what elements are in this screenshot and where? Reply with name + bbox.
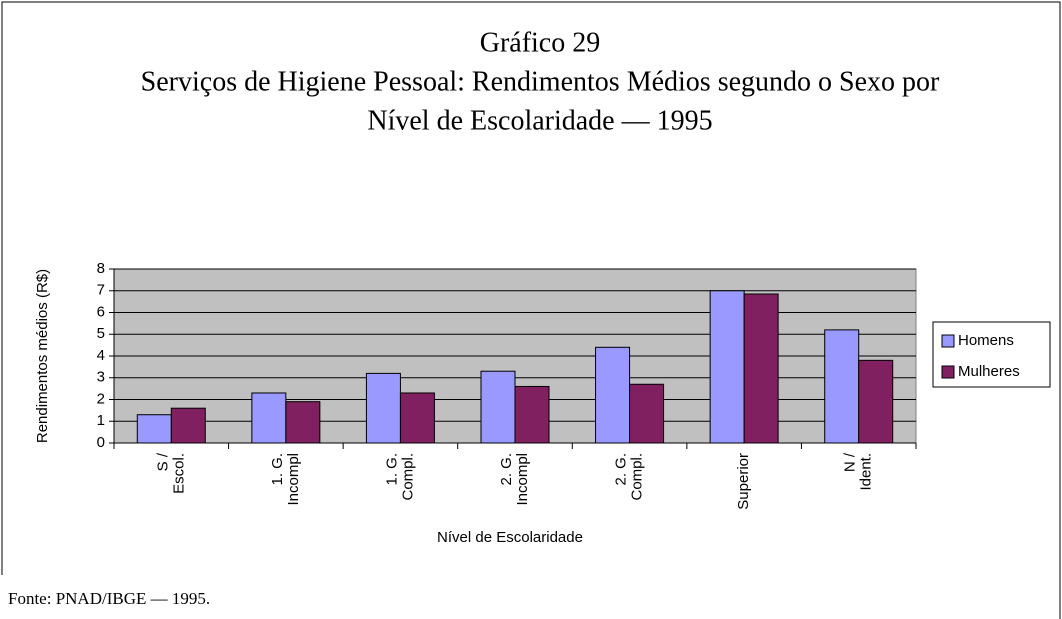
bar bbox=[595, 346, 631, 444]
bar bbox=[629, 383, 665, 444]
y-tick-label: 1 bbox=[97, 412, 105, 429]
x-tick-label: Ident. bbox=[858, 453, 875, 491]
bar bbox=[824, 329, 860, 444]
x-tick-label: Compl. bbox=[399, 453, 416, 501]
y-tick-label: 2 bbox=[97, 390, 105, 407]
y-tick-label: 0 bbox=[97, 434, 105, 451]
legend-label: Homens bbox=[958, 332, 1014, 349]
x-tick-label: 1. G. bbox=[269, 453, 286, 486]
y-axis-label: Rendimentos médios (R$) bbox=[34, 269, 51, 443]
y-tick-label: 7 bbox=[97, 282, 105, 299]
chart-title: Gráfico 29 bbox=[480, 27, 601, 58]
y-tick-label: 4 bbox=[97, 347, 105, 364]
legend-swatch bbox=[941, 365, 955, 379]
bar bbox=[709, 290, 745, 444]
x-tick-label: 2. G. bbox=[498, 453, 515, 486]
chart-title: Nível de Escolaridade — 1995 bbox=[367, 105, 712, 136]
bar bbox=[285, 401, 321, 444]
bar bbox=[743, 293, 779, 444]
y-tick-label: 6 bbox=[97, 303, 105, 320]
bar bbox=[858, 359, 894, 444]
bar bbox=[480, 370, 516, 444]
x-tick-label: Incompl bbox=[514, 453, 531, 506]
chart-title: Serviços de Higiene Pessoal: Rendimentos… bbox=[141, 66, 940, 97]
legend-label: Mulheres bbox=[958, 363, 1020, 380]
y-tick-label: 3 bbox=[97, 369, 105, 386]
x-tick-label: Compl. bbox=[629, 453, 646, 501]
x-tick-label: Escol. bbox=[170, 453, 187, 494]
bar bbox=[136, 414, 172, 444]
y-tick-label: 8 bbox=[97, 260, 105, 277]
x-axis-label: Nível de Escolaridade bbox=[437, 529, 583, 546]
bar bbox=[365, 372, 401, 444]
x-tick-label: Superior bbox=[735, 453, 752, 510]
legend-swatch bbox=[941, 334, 955, 348]
x-tick-label: 1. G. bbox=[383, 453, 400, 486]
x-tick-label: S / bbox=[154, 452, 171, 471]
legend-box bbox=[932, 321, 1051, 388]
bar bbox=[251, 392, 287, 444]
bar bbox=[514, 385, 550, 444]
bar bbox=[170, 407, 206, 444]
bar bbox=[399, 392, 435, 444]
source: Fonte: PNAD/IBGE — 1995. bbox=[8, 589, 210, 608]
x-tick-label: Incompl bbox=[285, 453, 302, 506]
y-tick-label: 5 bbox=[97, 325, 105, 342]
x-tick-label: N / bbox=[842, 452, 859, 472]
x-tick-label: 2. G. bbox=[613, 453, 630, 486]
